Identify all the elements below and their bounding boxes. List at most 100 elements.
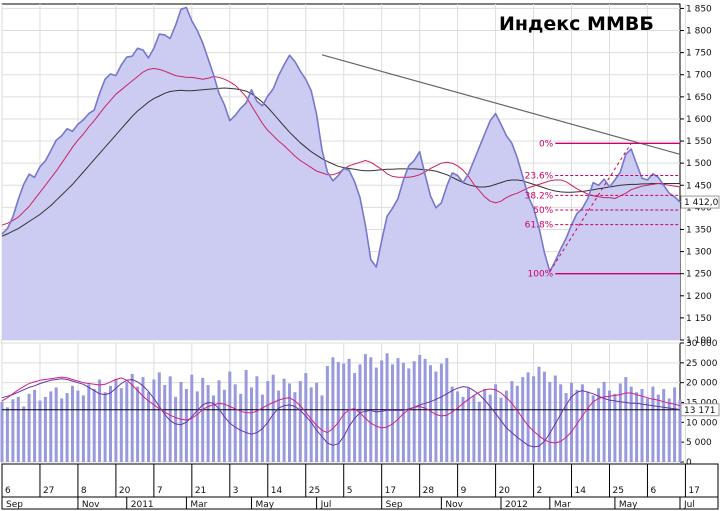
y-tick-label: 1 200: [686, 292, 712, 302]
volume-bar: [228, 371, 232, 462]
y-tick-label: 1 250: [686, 270, 712, 280]
price-area: [2, 7, 680, 340]
volume-bar: [570, 382, 573, 462]
volume-bar: [575, 389, 579, 462]
volume-bar: [559, 384, 563, 462]
fib-level-label: 38.2%: [525, 191, 554, 201]
volume-bar: [244, 370, 248, 462]
x-tick-label: 17: [688, 486, 699, 496]
volume-bar: [147, 392, 150, 462]
volume-bar: [233, 384, 237, 462]
y-tick-label: 1 550: [686, 137, 712, 147]
y-tick-label: 1 450: [686, 181, 712, 191]
month-label: Nov: [82, 500, 100, 510]
volume-bar: [418, 354, 422, 462]
volume-bar: [33, 389, 37, 462]
volume-bar: [412, 361, 416, 462]
volume-bar: [629, 386, 633, 462]
x-axis: 62782072131425517289202142561729SepNov20…: [1, 463, 719, 510]
volume-bar: [125, 381, 129, 462]
volume-bar: [439, 363, 443, 462]
volume-bar: [119, 388, 123, 462]
volume-bar: [401, 362, 405, 462]
y-tick-label: 1 750: [686, 49, 712, 59]
volume-bar: [255, 376, 259, 462]
volume-bar: [461, 396, 465, 462]
volume-bar: [114, 378, 118, 462]
volume-bar: [597, 388, 601, 462]
volume-bar: [537, 366, 541, 462]
x-axis-frame: [1, 463, 719, 510]
x-tick-label: 20: [119, 486, 131, 496]
volume-bar: [613, 393, 617, 462]
volume-bar: [667, 398, 671, 462]
month-label: Jul: [683, 500, 695, 510]
fib-level-label: 61.8%: [525, 221, 554, 231]
volume-bar: [76, 390, 80, 462]
oscillator-fast-line: [1, 376, 681, 444]
y-tick-label: 30 000: [686, 339, 718, 349]
x-tick-label: 25: [612, 486, 623, 496]
volume-bar: [250, 387, 253, 462]
fib-level-label: 100%: [528, 270, 554, 280]
volume-bar: [336, 362, 340, 462]
volume-bar: [43, 396, 47, 462]
y-tick-label: 1 800: [686, 27, 712, 37]
month-label: Nov: [445, 500, 463, 510]
x-tick-label: 14: [271, 486, 283, 496]
x-tick-label: 27: [43, 486, 54, 496]
volume-bar: [309, 387, 313, 462]
volume-bar: [472, 395, 476, 462]
volume-bar: [580, 384, 584, 462]
volume-bar: [141, 377, 145, 462]
y-tick-label: 0: [686, 458, 692, 468]
volume-bar: [168, 376, 172, 462]
volume-bar: [325, 366, 329, 462]
volume-bar: [157, 372, 161, 462]
volume-bar: [646, 398, 649, 462]
volume-bar: [467, 388, 470, 462]
volume-bar: [11, 399, 15, 462]
volume-bar: [591, 395, 595, 462]
volume-bar: [320, 395, 324, 462]
volume-bar: [521, 377, 525, 462]
x-tick-label: 20: [499, 486, 511, 496]
volume-bar: [288, 383, 291, 462]
y-tick-label: 10 000: [686, 418, 718, 428]
x-tick-label: 17: [385, 486, 396, 496]
month-label: Mar: [190, 500, 207, 510]
volume-bar: [532, 376, 536, 462]
y-tick-label: 1 300: [686, 248, 712, 258]
fib-level-label: 50%: [533, 206, 553, 216]
volume-bar: [136, 386, 140, 462]
volume-bar: [423, 358, 427, 462]
volume-bar: [635, 392, 639, 462]
volume-bar: [5, 407, 9, 462]
volume-bar: [499, 397, 503, 462]
x-tick-label: 9: [461, 486, 467, 496]
last-value-label: 1 412,0: [684, 198, 719, 208]
y-tick-label: 5 000: [686, 438, 712, 448]
volume-bar: [163, 385, 167, 462]
volume-bar: [434, 371, 438, 462]
volume-bar: [109, 385, 112, 462]
price-line: [1, 6, 681, 273]
volume-bar: [504, 390, 508, 462]
oscillator-slow-line: [1, 378, 681, 448]
y-tick-label: 1 100: [686, 336, 712, 346]
month-label: Sep: [6, 500, 23, 510]
volume-bar: [152, 379, 156, 462]
retracement-channel-line: [549, 142, 632, 272]
volume-bar: [304, 373, 308, 462]
volume-bar: [217, 380, 221, 462]
volume-bar: [510, 381, 514, 462]
y-tick-label: 1 600: [686, 115, 712, 125]
volume-bar: [385, 353, 389, 462]
y-tick-label: 1 650: [686, 93, 712, 103]
y-tick-label: 1 500: [686, 159, 712, 169]
volume-bar: [353, 373, 357, 462]
month-label: 2012: [505, 500, 528, 510]
volume-bar: [174, 396, 178, 462]
volume-bar: [429, 365, 432, 462]
volume-bar: [456, 391, 460, 462]
